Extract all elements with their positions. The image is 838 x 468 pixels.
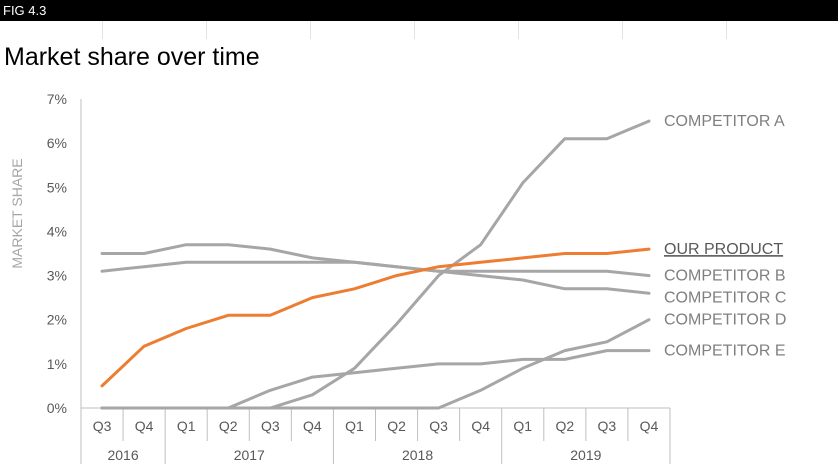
y-tick-label: 2%: [47, 312, 67, 328]
x-tick-label: Q1: [177, 418, 196, 434]
series-line-competitor-c: [100, 243, 651, 295]
series-line-our-product: [100, 247, 651, 388]
y-tick-label: 5%: [47, 179, 67, 195]
header-divider: [726, 21, 727, 39]
y-tick-label: 6%: [47, 135, 67, 151]
header-divider: [206, 21, 207, 39]
figure-header-bar: FIG 4.3: [0, 0, 838, 21]
x-tick-label: Q2: [555, 418, 574, 434]
series-label: COMPETITOR B: [664, 268, 786, 285]
x-tick-label: Q2: [387, 418, 406, 434]
y-axis-title: MARKET SHARE: [9, 158, 25, 268]
year-label: 2017: [234, 447, 265, 463]
series-line-competitor-d: [100, 318, 651, 410]
x-tick-label: Q3: [93, 418, 112, 434]
header-divider: [414, 21, 415, 39]
x-tick-label: Q1: [513, 418, 532, 434]
y-tick-label: 7%: [47, 91, 67, 107]
header-divider: [102, 21, 103, 39]
y-tick-label: 1%: [47, 356, 67, 372]
header-divider: [622, 21, 623, 39]
y-tick-label: 4%: [47, 223, 67, 239]
x-tick-label: Q3: [429, 418, 448, 434]
x-tick-label: Q4: [303, 418, 322, 434]
year-label: 2016: [107, 447, 138, 463]
year-label: 2018: [402, 447, 433, 463]
series-label: COMPETITOR D: [664, 312, 786, 329]
y-tick-label: 0%: [47, 400, 67, 416]
series-label: OUR PRODUCT: [664, 241, 783, 258]
x-tick-label: Q3: [598, 418, 617, 434]
x-tick-label: Q3: [261, 418, 280, 434]
header-divider: [518, 21, 519, 39]
series-label: COMPETITOR E: [664, 343, 786, 360]
year-label: 2019: [570, 447, 601, 463]
chart-title: Market share over time: [4, 43, 260, 71]
series-label: COMPETITOR C: [664, 290, 786, 307]
y-tick-label: 3%: [47, 268, 67, 284]
x-tick-label: Q4: [471, 418, 490, 434]
series-line-competitor-e: [100, 349, 651, 410]
x-tick-label: Q4: [135, 418, 154, 434]
x-tick-label: Q1: [345, 418, 364, 434]
x-tick-label: Q2: [219, 418, 238, 434]
x-tick-label: Q4: [640, 418, 659, 434]
figure-label: FIG 4.3: [3, 3, 47, 18]
header-divider: [310, 21, 311, 39]
series-label: COMPETITOR A: [664, 113, 785, 130]
